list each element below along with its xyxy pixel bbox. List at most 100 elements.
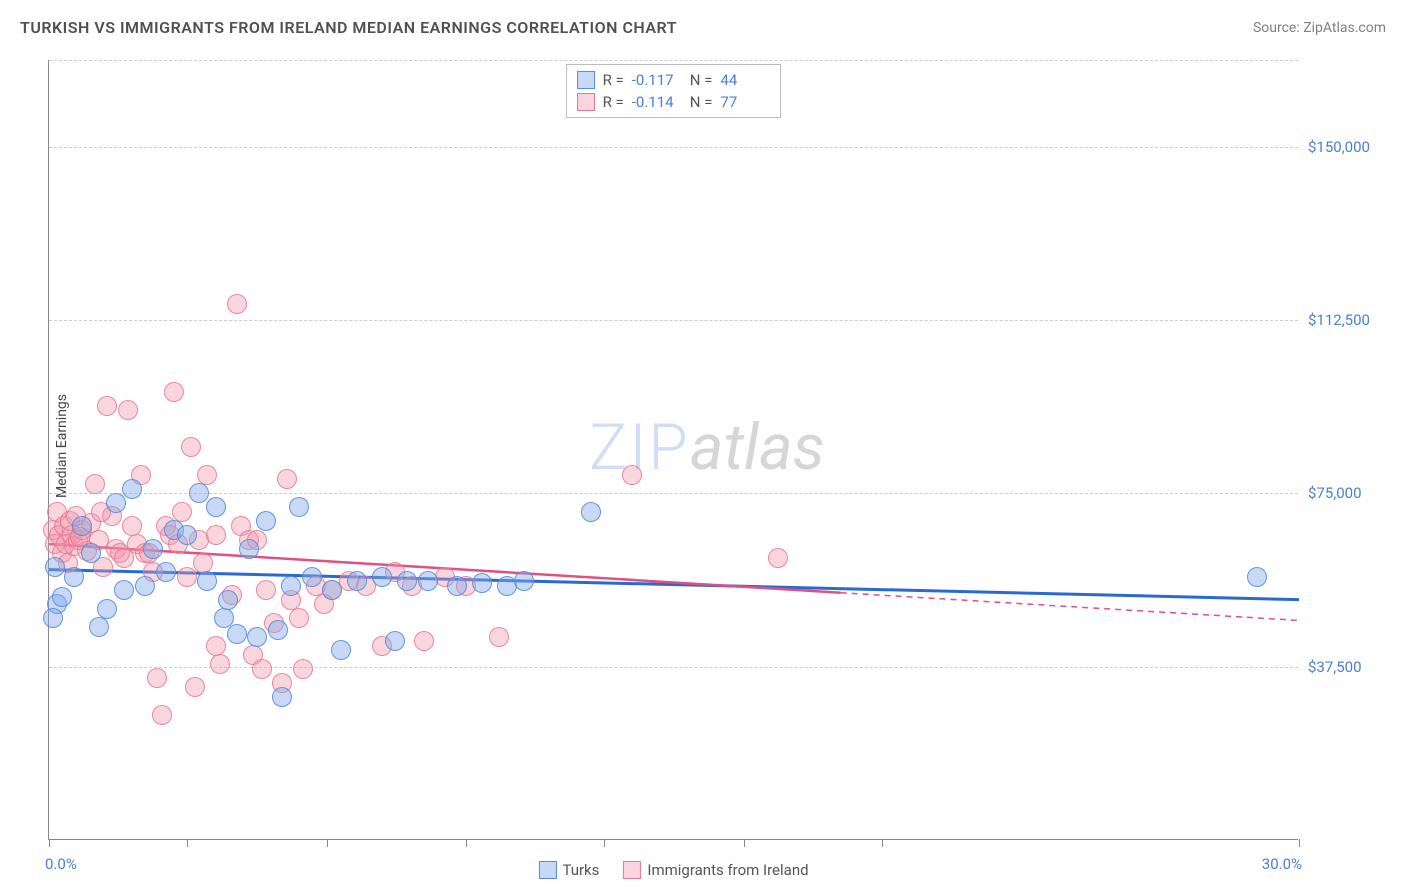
trend-lines — [49, 60, 1299, 840]
legend-item-ireland: Immigrants from Ireland — [623, 861, 808, 879]
data-point — [289, 608, 309, 628]
data-point — [218, 590, 238, 610]
gridline — [49, 667, 1298, 668]
data-point — [172, 502, 192, 522]
data-point — [622, 465, 642, 485]
data-point — [252, 659, 272, 679]
data-point — [247, 627, 267, 647]
data-point — [85, 474, 105, 494]
data-point — [64, 567, 84, 587]
x-tick — [49, 839, 50, 847]
data-point — [418, 571, 438, 591]
data-point — [97, 396, 117, 416]
data-point — [52, 587, 72, 607]
scatter-plot: ZIPatlas R = -0.117 N = 44 R = -0.114 N … — [48, 60, 1298, 840]
data-point — [272, 687, 292, 707]
data-point — [385, 631, 405, 651]
data-point — [152, 705, 172, 725]
data-point — [193, 553, 213, 573]
y-tick-label: $112,500 — [1308, 311, 1388, 329]
data-point — [164, 382, 184, 402]
data-point — [256, 580, 276, 600]
source-label: Source: ZipAtlas.com — [1253, 20, 1386, 36]
data-point — [43, 608, 63, 628]
data-point — [581, 502, 601, 522]
data-point — [514, 571, 534, 591]
data-point — [181, 437, 201, 457]
x-tick — [187, 839, 188, 847]
data-point — [197, 465, 217, 485]
data-point — [227, 294, 247, 314]
data-point — [89, 617, 109, 637]
y-tick-label: $150,000 — [1308, 138, 1388, 156]
data-point — [114, 580, 134, 600]
data-point — [122, 516, 142, 536]
gridline — [49, 493, 1298, 494]
data-point — [281, 576, 301, 596]
x-tick — [466, 839, 467, 847]
y-tick-label: $75,000 — [1308, 484, 1388, 502]
turks-swatch — [577, 71, 595, 89]
x-tick — [1299, 839, 1300, 847]
correlation-legend: R = -0.117 N = 44 R = -0.114 N = 77 — [566, 64, 782, 118]
x-axis-end-label: 30.0% — [1262, 855, 1302, 873]
data-point — [206, 636, 226, 656]
ireland-swatch — [577, 93, 595, 111]
data-point — [372, 567, 392, 587]
legend-row-turks: R = -0.117 N = 44 — [577, 69, 771, 91]
data-point — [206, 497, 226, 517]
x-axis-start-label: 0.0% — [45, 855, 77, 873]
data-point — [331, 640, 351, 660]
data-point — [185, 677, 205, 697]
data-point — [122, 479, 142, 499]
x-tick — [327, 839, 328, 847]
data-point — [397, 571, 417, 591]
data-point — [177, 567, 197, 587]
data-point — [114, 548, 134, 568]
data-point — [177, 525, 197, 545]
data-point — [293, 659, 313, 679]
data-point — [289, 497, 309, 517]
data-point — [277, 469, 297, 489]
data-point — [143, 539, 163, 559]
data-point — [768, 548, 788, 568]
gridline — [49, 320, 1298, 321]
data-point — [106, 493, 126, 513]
data-point — [302, 567, 322, 587]
series-legend: Turks Immigrants from Ireland — [538, 861, 808, 879]
gridline — [49, 60, 1298, 61]
data-point — [1247, 567, 1267, 587]
chart-title: TURKISH VS IMMIGRANTS FROM IRELAND MEDIA… — [20, 18, 677, 37]
data-point — [118, 400, 138, 420]
data-point — [210, 654, 230, 674]
gridline — [49, 147, 1298, 148]
y-tick-label: $37,500 — [1308, 658, 1388, 676]
legend-row-ireland: R = -0.114 N = 77 — [577, 91, 771, 113]
data-point — [239, 539, 259, 559]
legend-item-turks: Turks — [538, 861, 599, 879]
data-point — [268, 620, 288, 640]
data-point — [156, 562, 176, 582]
data-point — [489, 627, 509, 647]
data-point — [189, 483, 209, 503]
data-point — [322, 580, 342, 600]
x-tick — [882, 839, 883, 847]
x-tick — [604, 839, 605, 847]
data-point — [197, 571, 217, 591]
data-point — [72, 516, 92, 536]
data-point — [97, 599, 117, 619]
data-point — [206, 525, 226, 545]
ireland-swatch-icon — [623, 861, 641, 879]
data-point — [447, 576, 467, 596]
data-point — [256, 511, 276, 531]
data-point — [45, 557, 65, 577]
turks-swatch-icon — [538, 861, 556, 879]
data-point — [81, 543, 101, 563]
data-point — [472, 573, 492, 593]
data-point — [414, 631, 434, 651]
data-point — [147, 668, 167, 688]
data-point — [135, 576, 155, 596]
data-point — [347, 571, 367, 591]
x-tick — [744, 839, 745, 847]
data-point — [227, 624, 247, 644]
